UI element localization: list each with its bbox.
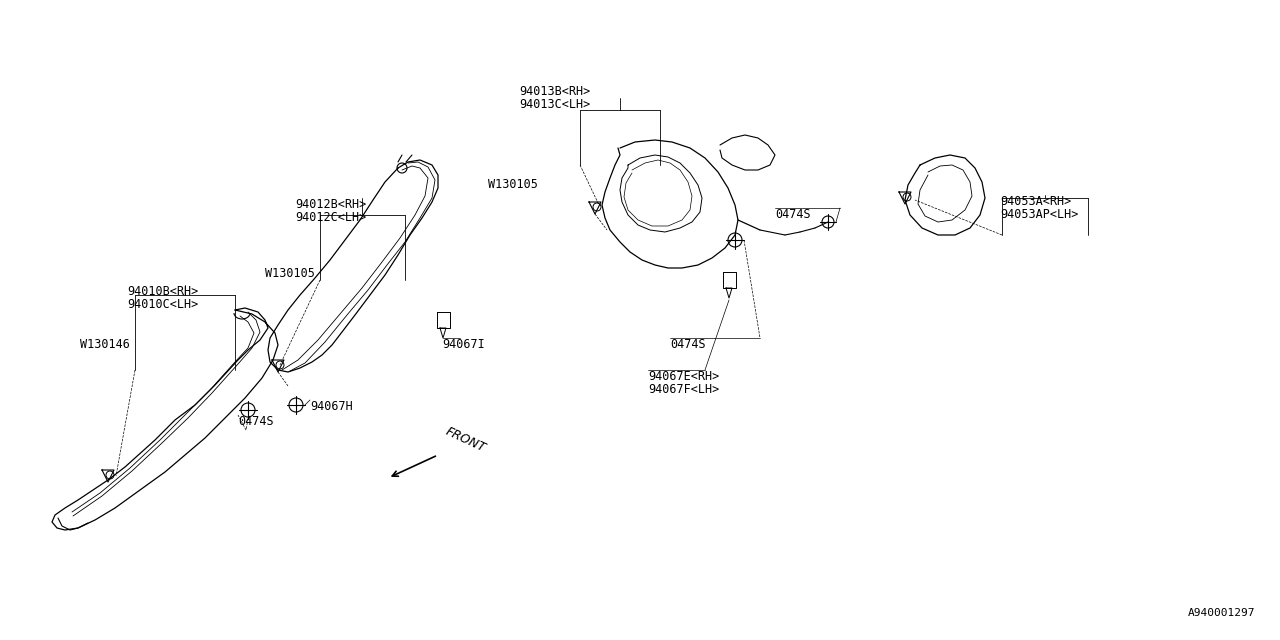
Text: 94067I: 94067I <box>442 338 485 351</box>
Text: 94013C<LH>: 94013C<LH> <box>518 98 590 111</box>
Text: 94010B<RH>: 94010B<RH> <box>127 285 198 298</box>
Text: W130105: W130105 <box>265 267 315 280</box>
Text: W130146: W130146 <box>79 338 129 351</box>
Text: FRONT: FRONT <box>443 425 488 455</box>
Text: 94067F<LH>: 94067F<LH> <box>648 383 719 396</box>
Text: 94053AP<LH>: 94053AP<LH> <box>1000 208 1078 221</box>
Text: 94012B<RH>: 94012B<RH> <box>294 198 366 211</box>
Text: 0474S: 0474S <box>238 415 274 428</box>
Text: 94067E<RH>: 94067E<RH> <box>648 370 719 383</box>
Text: 94010C<LH>: 94010C<LH> <box>127 298 198 311</box>
Text: 94013B<RH>: 94013B<RH> <box>518 85 590 98</box>
Text: W130105: W130105 <box>488 178 538 191</box>
Text: A940001297: A940001297 <box>1188 608 1254 618</box>
Text: 0474S: 0474S <box>774 208 810 221</box>
Text: 94012C<LH>: 94012C<LH> <box>294 211 366 224</box>
Text: 0474S: 0474S <box>669 338 705 351</box>
Text: 94067H: 94067H <box>310 400 353 413</box>
Text: 94053A<RH>: 94053A<RH> <box>1000 195 1071 208</box>
